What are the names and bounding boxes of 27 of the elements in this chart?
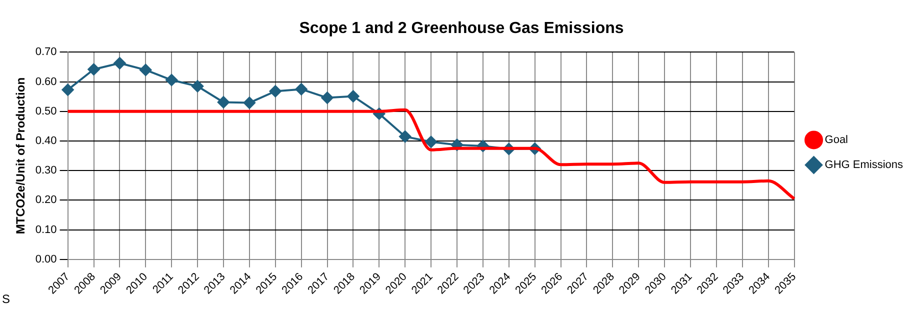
y-tick-label: 0.60 <box>35 76 57 88</box>
chart-title: Scope 1 and 2 Greenhouse Gas Emissions <box>299 20 624 38</box>
point <box>88 63 100 76</box>
point <box>192 80 204 92</box>
legend-label: Goal <box>824 134 848 146</box>
y-tick-label: 0.40 <box>35 135 57 148</box>
point <box>269 85 282 98</box>
legend-label: GHG Emissions <box>824 159 904 172</box>
point <box>166 74 178 86</box>
point <box>347 90 360 102</box>
point <box>217 96 230 108</box>
point <box>321 92 334 104</box>
point <box>425 136 438 148</box>
y-tick-label: 0.30 <box>35 164 57 177</box>
point <box>114 57 126 70</box>
y-tick-label: 0.70 <box>35 46 57 58</box>
point <box>399 130 412 143</box>
text: S <box>2 292 10 306</box>
y-tick-label: 0.20 <box>35 194 57 206</box>
point <box>295 83 308 96</box>
point <box>62 84 74 96</box>
y-tick-label: 0.50 <box>35 105 57 118</box>
y-tick-label: 0.00 <box>35 253 57 266</box>
point <box>140 64 152 76</box>
point <box>243 96 256 109</box>
y-tick-label: 0.10 <box>35 224 57 236</box>
y-axis-title: MTCO2e/Unit of Production <box>14 77 28 234</box>
